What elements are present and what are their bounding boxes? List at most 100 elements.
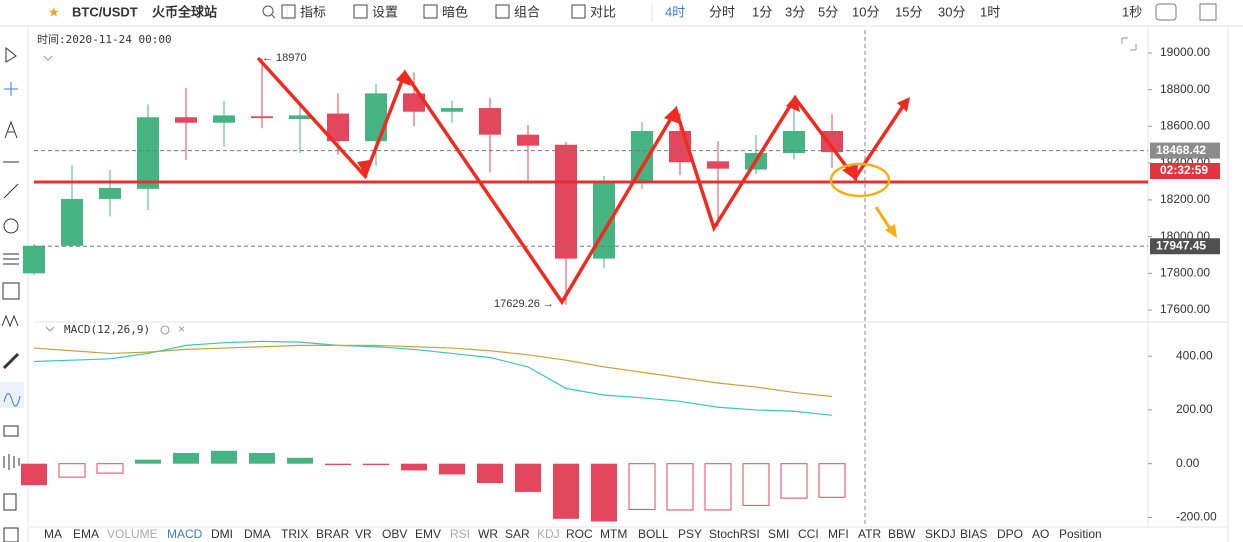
indicator-tab[interactable]: RSI bbox=[450, 527, 470, 541]
indicator-tab[interactable]: MA bbox=[44, 527, 62, 541]
indicator-tab[interactable]: BIAS bbox=[960, 527, 987, 541]
interval[interactable]: 30分 bbox=[938, 4, 965, 19]
indicator-tab[interactable]: KDJ bbox=[537, 527, 560, 541]
indicator-tab[interactable]: EMV bbox=[415, 527, 441, 541]
indicator-tab[interactable]: AO bbox=[1032, 527, 1049, 541]
indicator-tab[interactable]: SAR bbox=[505, 527, 530, 541]
user-drawings bbox=[34, 30, 1148, 525]
book-tool[interactable] bbox=[3, 493, 17, 511]
histogram-bar bbox=[742, 463, 770, 506]
indicator-tab[interactable]: MFI bbox=[828, 527, 849, 541]
indicator-tab[interactable]: BRAR bbox=[316, 527, 350, 541]
pen-tool[interactable] bbox=[3, 393, 21, 407]
interval[interactable]: 15分 bbox=[895, 4, 922, 19]
indicator-tab[interactable]: EMA bbox=[73, 527, 99, 541]
interval[interactable]: 10分 bbox=[852, 4, 879, 19]
indicator-tab[interactable]: DMI bbox=[211, 527, 233, 541]
indicator-tab[interactable]: OBV bbox=[382, 527, 407, 541]
circle-tool[interactable] bbox=[3, 218, 19, 234]
text-tool[interactable] bbox=[4, 120, 18, 139]
indicator-tab[interactable]: PSY bbox=[678, 527, 702, 541]
menu-item[interactable]: 暗色 bbox=[442, 4, 468, 19]
fib-tool[interactable] bbox=[2, 282, 20, 300]
interval[interactable]: 5分 bbox=[818, 4, 838, 19]
cross-tool[interactable] bbox=[4, 82, 18, 96]
menu-icon bbox=[353, 4, 368, 19]
exchange[interactable]: 火币全球站 bbox=[152, 4, 217, 19]
histogram-bar bbox=[666, 463, 694, 511]
menu-item[interactable]: 组合 bbox=[514, 4, 540, 19]
countdown-label: 02:32:59 bbox=[1160, 163, 1208, 177]
expand-icon[interactable] bbox=[1121, 37, 1137, 51]
collapse-icon[interactable] bbox=[43, 55, 53, 61]
candle-body bbox=[99, 187, 121, 199]
interval[interactable]: 4时 bbox=[665, 4, 685, 19]
lock-tool[interactable] bbox=[3, 425, 19, 437]
menu-item[interactable]: 指标 bbox=[300, 4, 326, 19]
candle-body bbox=[783, 131, 805, 154]
menu-icon bbox=[495, 4, 510, 19]
ruler-tool[interactable] bbox=[2, 352, 20, 370]
histogram-bar bbox=[325, 463, 351, 466]
indicator-tab[interactable]: StochRSI bbox=[709, 527, 760, 541]
menu-item[interactable]: 设置 bbox=[372, 4, 398, 19]
histogram-bar bbox=[591, 463, 617, 522]
indicator-tab[interactable]: MACD bbox=[167, 527, 203, 541]
indicator-tab[interactable]: DMA bbox=[244, 527, 271, 541]
star-icon[interactable]: ★ bbox=[48, 4, 60, 19]
symbol[interactable]: BTC/USDT bbox=[72, 4, 138, 19]
pointer-tool[interactable] bbox=[5, 46, 17, 63]
indicator-tab[interactable]: CCI bbox=[798, 527, 819, 541]
settings-icon[interactable] bbox=[160, 325, 170, 335]
histogram-bar bbox=[287, 457, 313, 464]
y-tick-label: 18800.00 bbox=[1160, 82, 1210, 96]
candle-body bbox=[365, 93, 387, 142]
interval[interactable]: 1分 bbox=[752, 4, 772, 19]
candle-body bbox=[707, 161, 729, 169]
candle-body bbox=[213, 115, 235, 123]
interval[interactable]: 分时 bbox=[709, 4, 735, 19]
fullscreen-icon[interactable] bbox=[1199, 3, 1217, 21]
menu-icon bbox=[281, 4, 296, 19]
y-tick-label: 19000.00 bbox=[1160, 45, 1210, 59]
interval[interactable]: 1时 bbox=[980, 4, 1000, 19]
indicator-tab[interactable]: VR bbox=[355, 527, 372, 541]
close-icon[interactable]: × bbox=[178, 322, 185, 336]
calendar-tool[interactable] bbox=[3, 527, 19, 542]
menu-item[interactable]: 对比 bbox=[590, 4, 616, 19]
arrow-heads bbox=[357, 70, 910, 181]
candle-body bbox=[175, 117, 197, 123]
camera-icon[interactable] bbox=[1155, 3, 1177, 21]
indicator-tab[interactable]: BBW bbox=[888, 527, 916, 541]
indicator-tab[interactable]: WR bbox=[478, 527, 498, 541]
speed[interactable]: 1秒 bbox=[1122, 4, 1142, 19]
indicator-tab[interactable]: BOLL bbox=[638, 527, 669, 541]
histogram-bar bbox=[363, 463, 389, 466]
y-tick-label: 17800.00 bbox=[1160, 266, 1210, 280]
indicator-tab[interactable]: MTM bbox=[600, 527, 627, 541]
histogram-bar bbox=[515, 463, 541, 492]
time-label: 时间:2020-11-24 00:00 bbox=[37, 33, 172, 46]
histogram-bar bbox=[96, 463, 124, 474]
indicator-tab[interactable]: SMI bbox=[768, 527, 789, 541]
candle-body bbox=[555, 144, 577, 259]
candle-tool[interactable] bbox=[3, 454, 20, 470]
histogram-bar bbox=[704, 463, 732, 511]
ray-tool[interactable] bbox=[3, 183, 19, 199]
channel-tool[interactable] bbox=[3, 253, 19, 265]
search-icon[interactable] bbox=[262, 5, 274, 17]
collapse-icon[interactable] bbox=[45, 326, 55, 332]
indicator-tab[interactable]: ATR bbox=[858, 527, 881, 541]
price-tag-label: 18468.42 bbox=[1156, 143, 1206, 157]
candles: 17600.0017800.0018000.0018200.0018400.00… bbox=[23, 45, 1220, 316]
interval[interactable]: 3分 bbox=[785, 4, 805, 19]
indicator-tab[interactable]: Position bbox=[1059, 527, 1102, 541]
indicator-tab[interactable]: DPO bbox=[997, 527, 1023, 541]
indicator-tab[interactable]: VOLUME bbox=[107, 527, 158, 541]
wave-tool[interactable] bbox=[1, 314, 19, 328]
indicator-tab[interactable]: TRIX bbox=[281, 527, 308, 541]
y-tick-label: 18200.00 bbox=[1160, 192, 1210, 206]
indicator-tab[interactable]: ROC bbox=[566, 527, 593, 541]
macd-title: MACD(12,26,9) bbox=[64, 323, 150, 336]
indicator-tab[interactable]: SKDJ bbox=[925, 527, 956, 541]
